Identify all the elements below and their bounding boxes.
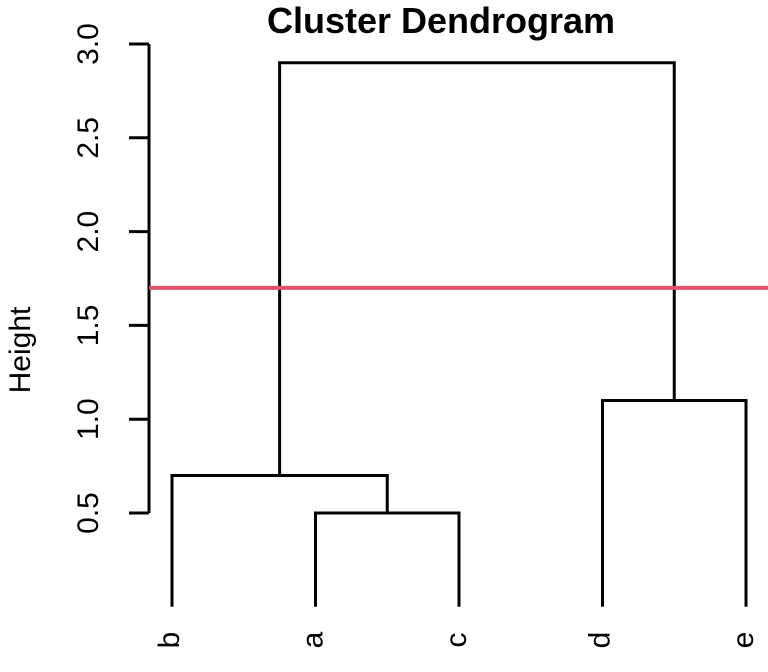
leaf-label: a bbox=[297, 631, 330, 648]
dendrogram-branch bbox=[170, 473, 389, 607]
leaf-label: e bbox=[727, 632, 760, 649]
dendrogram-branches bbox=[170, 61, 748, 607]
y-tick-label: 2.5 bbox=[72, 117, 105, 159]
y-tick-label: 3.0 bbox=[72, 23, 105, 65]
dendrogram-branch bbox=[278, 61, 676, 476]
dendrogram-branch bbox=[314, 511, 461, 607]
y-tick-label: 0.5 bbox=[72, 492, 105, 534]
chart-title: Cluster Dendrogram bbox=[267, 0, 615, 41]
y-tick-label: 1.0 bbox=[72, 398, 105, 440]
y-tick-label: 1.5 bbox=[72, 305, 105, 347]
y-tick-label: 2.0 bbox=[72, 211, 105, 253]
dendrogram-branch bbox=[601, 398, 748, 607]
leaf-label: d bbox=[584, 632, 617, 649]
leaf-label: b bbox=[153, 632, 186, 649]
y-axis: 0.5 1.0 1.5 2.0 2.5 3.0 bbox=[72, 23, 151, 534]
leaf-label: c bbox=[440, 633, 473, 648]
y-axis-label: Height bbox=[4, 306, 37, 393]
